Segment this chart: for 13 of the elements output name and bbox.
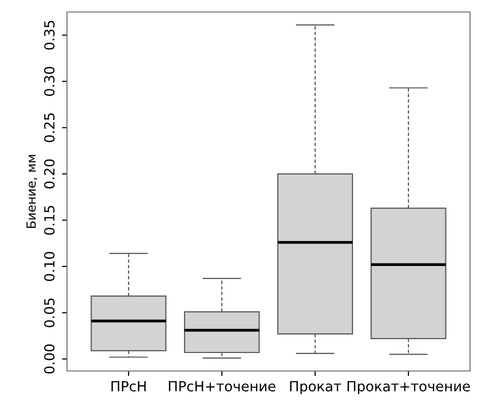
- x-tick-label: Прокат+точение: [348, 381, 470, 394]
- x-tick-label: Прокат: [290, 381, 342, 394]
- y-tick-label: 0.25: [44, 113, 55, 142]
- y-tick-label: 0.20: [44, 159, 55, 188]
- y-tick-label: 0.00: [44, 344, 55, 374]
- y-tick-label: 0.15: [44, 206, 55, 235]
- y-tick-label: 0.05: [44, 298, 55, 328]
- y-tick-label: 0.30: [44, 66, 55, 96]
- y-axis-title: Биение, мм: [26, 155, 38, 228]
- x-tick-label: ПРсН: [111, 381, 146, 392]
- x-tick-label: ПРсН+точение: [168, 381, 276, 392]
- y-tick-label: 0.10: [44, 252, 55, 281]
- y-tick-label: 0.35: [44, 20, 55, 50]
